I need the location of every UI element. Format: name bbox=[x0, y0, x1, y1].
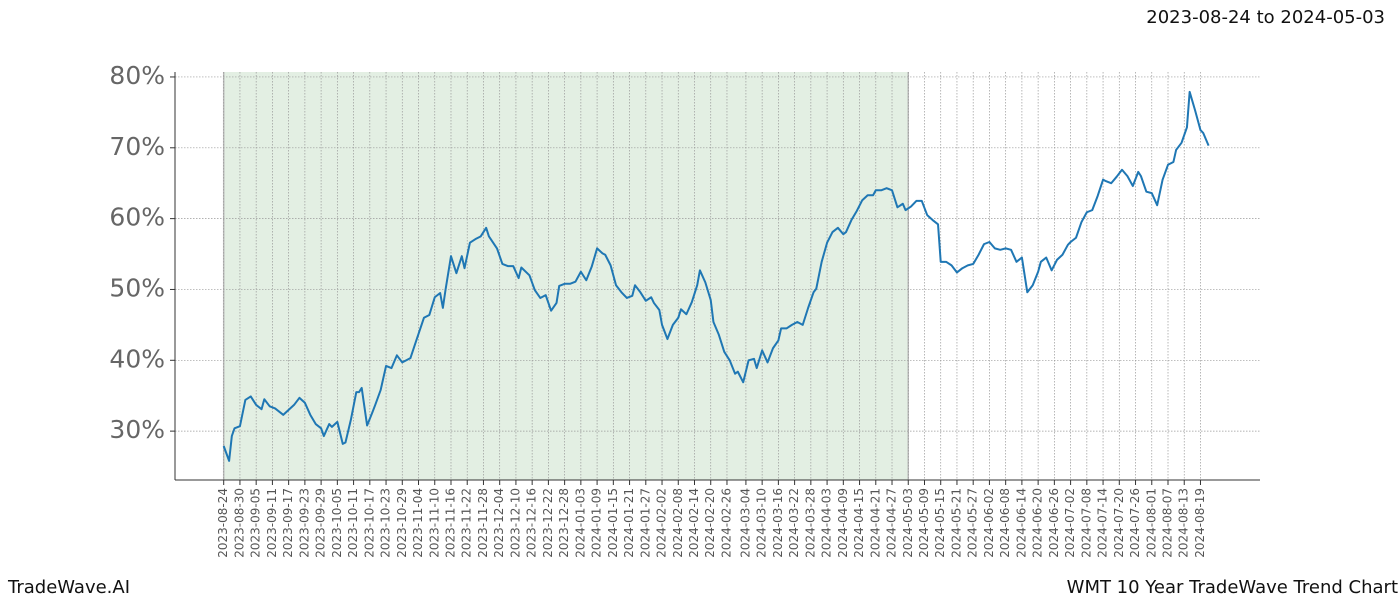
x-tick-label: 2023-09-17 bbox=[281, 488, 295, 558]
x-tick-label: 2023-12-22 bbox=[541, 488, 555, 558]
x-tick-label: 2023-12-04 bbox=[492, 488, 506, 558]
x-tick-label: 2024-04-03 bbox=[820, 488, 834, 558]
x-tick-label: 2024-08-13 bbox=[1177, 488, 1191, 558]
x-tick-label: 2023-11-16 bbox=[443, 488, 457, 558]
x-tick-label: 2023-12-10 bbox=[508, 488, 522, 558]
x-tick-label: 2024-04-21 bbox=[868, 488, 882, 558]
y-tick-label: 60% bbox=[109, 203, 165, 232]
x-tick-label: 2023-11-10 bbox=[427, 488, 441, 558]
x-tick-label: 2023-11-04 bbox=[411, 488, 425, 558]
x-tick-label: 2024-04-09 bbox=[836, 488, 850, 558]
x-tick-label: 2024-05-21 bbox=[949, 488, 963, 558]
x-tick-label: 2024-02-20 bbox=[703, 488, 717, 558]
trend-line bbox=[222, 90, 1210, 462]
x-tick-label: 2024-05-27 bbox=[966, 488, 980, 558]
x-tick-label: 2024-05-09 bbox=[917, 488, 931, 558]
x-tick-label: 2024-08-07 bbox=[1161, 488, 1175, 558]
x-tick-label: 2024-03-22 bbox=[787, 488, 801, 558]
x-tick-label: 2023-12-16 bbox=[525, 488, 539, 558]
x-tick-label: 2024-06-02 bbox=[982, 488, 996, 558]
x-tick-label: 2024-06-26 bbox=[1047, 488, 1061, 558]
x-tick-label: 2023-11-28 bbox=[476, 488, 490, 558]
x-tick-label: 2023-10-29 bbox=[395, 488, 409, 558]
x-tick-label: 2024-01-27 bbox=[638, 488, 652, 558]
brand: TradeWave.AI bbox=[7, 577, 130, 598]
x-tick-label: 2024-03-28 bbox=[803, 488, 817, 558]
x-tick-label: 2024-01-15 bbox=[606, 488, 620, 558]
x-tick-label: 2024-06-14 bbox=[1014, 488, 1028, 558]
x-tick-label: 2023-11-22 bbox=[460, 488, 474, 558]
y-tick-label: 80% bbox=[109, 61, 165, 90]
x-tick-label: 2024-01-03 bbox=[573, 488, 587, 558]
x-tick-label: 2024-03-04 bbox=[738, 488, 752, 558]
x-tick-label: 2024-07-02 bbox=[1063, 488, 1077, 558]
x-tick-label: 2023-12-28 bbox=[557, 488, 571, 558]
x-tick-label: 2024-05-03 bbox=[901, 488, 915, 558]
x-tick-label: 2024-08-01 bbox=[1144, 488, 1158, 558]
x-tick-label: 2024-02-26 bbox=[719, 488, 733, 558]
x-tick-label: 2024-03-10 bbox=[755, 488, 769, 558]
x-tick-label: 2024-02-14 bbox=[687, 488, 701, 558]
x-tick-label: 2023-10-05 bbox=[330, 488, 344, 558]
x-tick-label: 2024-08-19 bbox=[1193, 488, 1207, 558]
x-tick-label: 2023-10-23 bbox=[379, 488, 393, 558]
x-tick-label: 2024-07-14 bbox=[1096, 488, 1110, 558]
x-tick-label: 2023-08-24 bbox=[216, 488, 230, 558]
y-tick-label: 50% bbox=[109, 273, 165, 302]
x-tick-label: 2023-09-23 bbox=[297, 488, 311, 558]
x-tick-label: 2024-01-09 bbox=[590, 488, 604, 558]
x-tick-label: 2023-09-05 bbox=[249, 488, 263, 558]
x-tick-label: 2023-08-30 bbox=[232, 488, 246, 558]
x-tick-label: 2023-09-29 bbox=[314, 488, 328, 558]
date-range: 2023-08-24 to 2024-05-03 bbox=[1146, 7, 1385, 28]
x-tick-label: 2024-06-20 bbox=[1031, 488, 1045, 558]
x-tick-label: 2024-05-15 bbox=[933, 488, 947, 558]
x-tick-label: 2023-09-11 bbox=[265, 488, 279, 558]
x-tick-label: 2024-03-16 bbox=[771, 488, 785, 558]
x-tick-label: 2024-02-02 bbox=[655, 488, 669, 558]
x-tick-label: 2024-07-20 bbox=[1112, 488, 1126, 558]
y-tick-label: 30% bbox=[109, 415, 165, 444]
x-tick-label: 2024-04-15 bbox=[852, 488, 866, 558]
x-tick-label: 2024-04-27 bbox=[885, 488, 899, 558]
x-tick-label: 2024-02-08 bbox=[671, 488, 685, 558]
x-tick-label: 2023-10-11 bbox=[346, 488, 360, 558]
chart-title: WMT 10 Year TradeWave Trend Chart bbox=[1067, 577, 1398, 598]
y-tick-label: 70% bbox=[109, 132, 165, 161]
x-tick-label: 2023-10-17 bbox=[362, 488, 376, 558]
y-tick-label: 40% bbox=[109, 344, 165, 373]
x-tick-label: 2024-07-26 bbox=[1128, 488, 1142, 558]
x-tick-label: 2024-01-21 bbox=[622, 488, 636, 558]
x-tick-label: 2024-06-08 bbox=[998, 488, 1012, 558]
x-tick-label: 2024-07-08 bbox=[1079, 488, 1093, 558]
shaded-span bbox=[223, 72, 909, 480]
